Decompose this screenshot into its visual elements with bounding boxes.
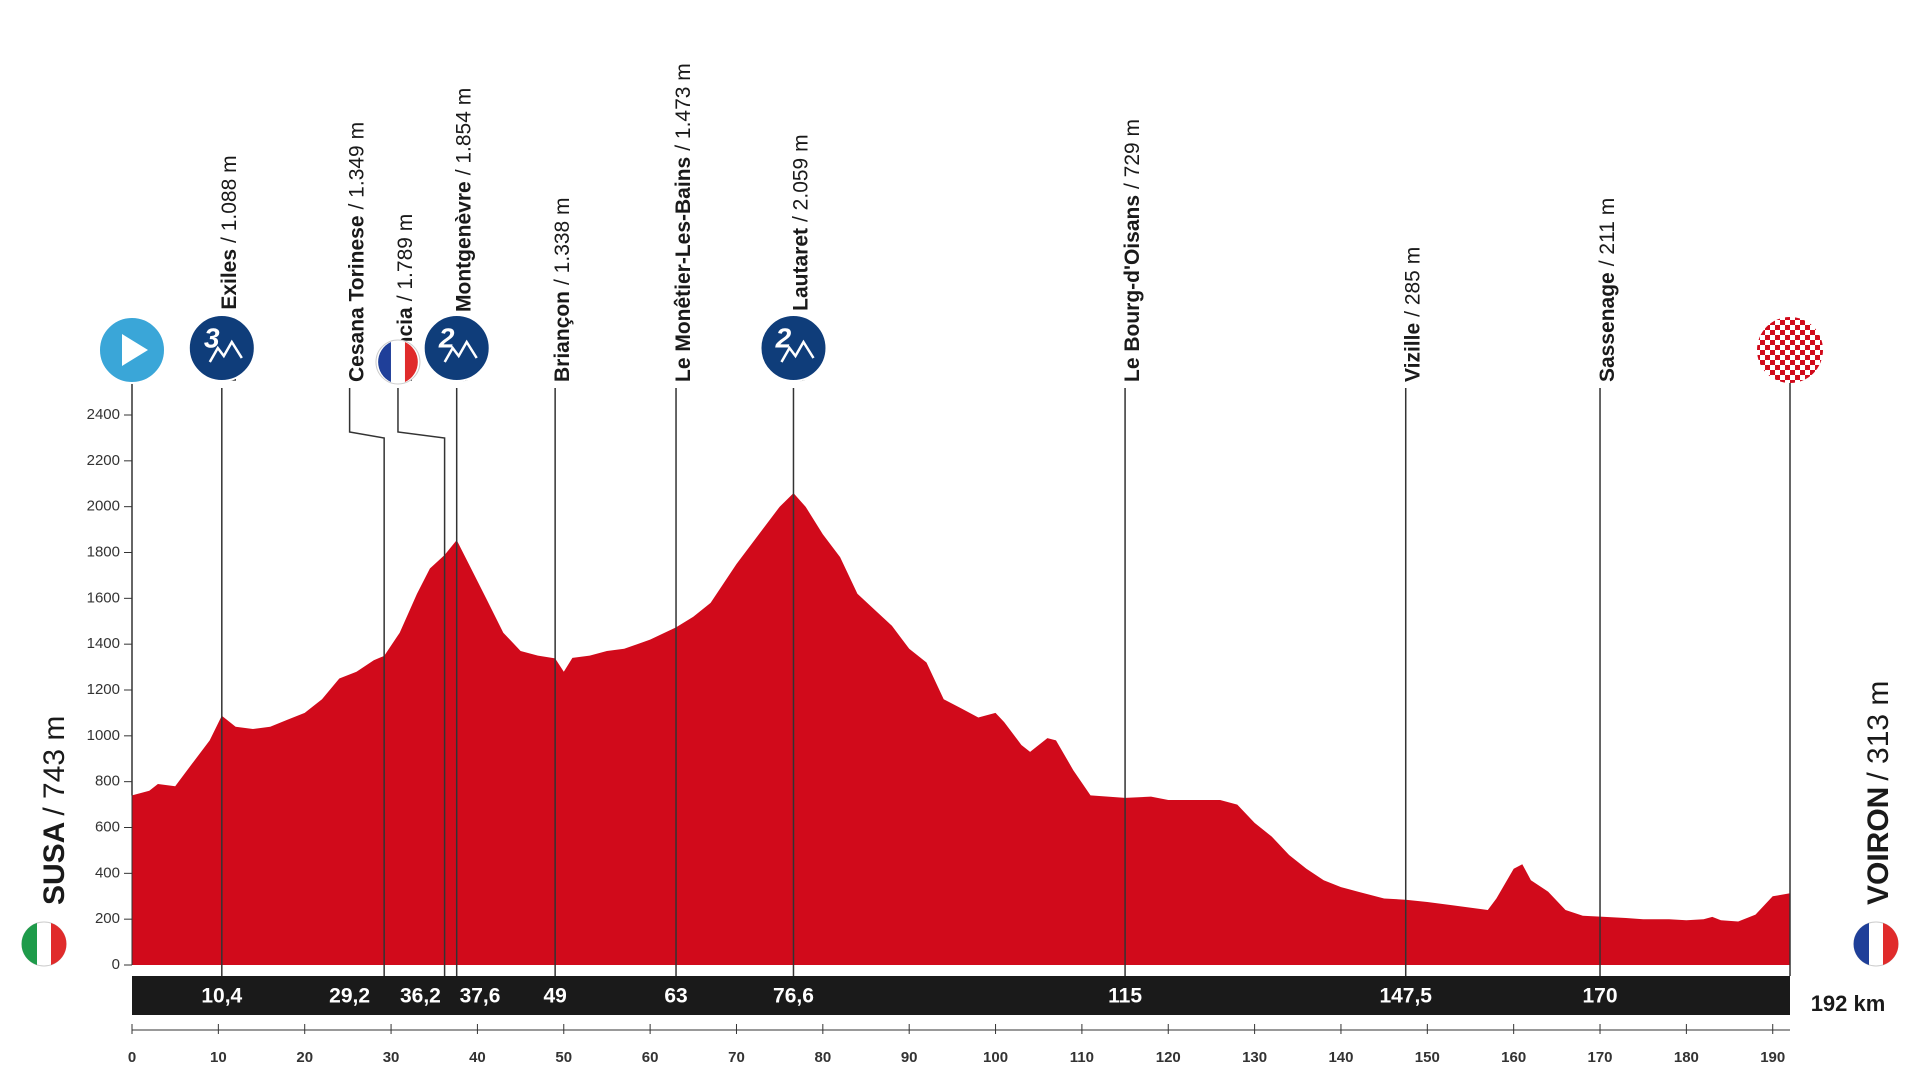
waypoint-label: Vizille / 285 m <box>1401 247 1424 382</box>
waypoint-km: 49 <box>543 985 566 1008</box>
x-tick-label: 90 <box>901 1049 918 1066</box>
france-flag-left <box>1853 923 1869 965</box>
border-flag-blue <box>378 342 391 382</box>
x-tick-label: 140 <box>1328 1049 1353 1066</box>
name: SUSA <box>38 822 71 905</box>
y-tick-label: 600 <box>95 818 120 835</box>
x-tick-label: 110 <box>1070 1049 1094 1066</box>
x-tick-label: 150 <box>1415 1049 1440 1066</box>
x-tick-label: 160 <box>1501 1049 1526 1066</box>
x-tick-label: 0 <box>128 1049 136 1066</box>
y-tick-label: 2200 <box>87 452 120 469</box>
elevation: / 743 m <box>38 716 71 816</box>
y-tick-label: 2400 <box>87 406 120 423</box>
y-tick-label: 1600 <box>87 589 120 606</box>
waypoint-line <box>397 388 446 976</box>
y-tick-label: 1400 <box>87 635 120 652</box>
waypoint-label: Cesana Torinese / 1.349 m <box>345 122 368 382</box>
elevation-profile <box>132 493 1790 965</box>
mountain-glyph <box>780 339 815 363</box>
y-tick-label: 1000 <box>87 727 120 744</box>
y-tick-label: 800 <box>95 773 120 790</box>
x-tick-label: 130 <box>1242 1049 1267 1066</box>
waypoint-km: 170 <box>1582 985 1617 1008</box>
x-tick-label: 20 <box>296 1049 313 1066</box>
waypoint-km: 63 <box>664 985 687 1008</box>
italy-flag-right <box>51 923 67 965</box>
waypoint-label: Le Monêtier-Les-Bains / 1.473 m <box>672 63 695 382</box>
name: Cesana Torinese <box>345 215 368 382</box>
y-tick-label: 2000 <box>87 498 120 515</box>
elevation: / 1.349 m <box>345 122 368 210</box>
y-tick-label: 1800 <box>87 543 120 560</box>
x-tick-label: 10 <box>210 1049 227 1066</box>
x-tick-label: 50 <box>555 1049 572 1066</box>
elevation: / 1.088 m <box>217 155 240 243</box>
climb-icon <box>422 314 491 382</box>
border-flag-red <box>404 342 418 382</box>
elevation: / 211 m <box>1596 198 1619 266</box>
y-tick-label: 1200 <box>87 681 120 698</box>
x-tick-label: 190 <box>1760 1049 1785 1066</box>
x-tick-label: 100 <box>983 1049 1008 1066</box>
elevation: / 2.059 m <box>789 134 812 222</box>
waypoint-km: 76,6 <box>773 985 814 1008</box>
waypoint-km: 115 <box>1108 985 1142 1008</box>
elevation: / 313 m <box>1862 681 1895 781</box>
climb-category: 2 <box>775 322 792 353</box>
france-flag-right <box>1883 923 1899 965</box>
total-distance: 192 km <box>1811 991 1886 1016</box>
x-tick-label: 30 <box>383 1049 400 1066</box>
y-tick-label: 0 <box>112 956 120 973</box>
waypoint-km: 147,5 <box>1379 985 1432 1008</box>
x-tick-label: 170 <box>1588 1049 1613 1066</box>
name: Sassenage <box>1596 272 1619 382</box>
x-tick-label: 180 <box>1674 1049 1699 1066</box>
waypoint-label: Sassenage / 211 m <box>1596 198 1619 382</box>
elevation: / 1.789 m <box>394 214 417 302</box>
finish-icon <box>1757 317 1823 383</box>
y-tick-label: 200 <box>95 910 120 927</box>
elevation: / 1.473 m <box>672 63 695 151</box>
elevation: / 1.338 m <box>551 197 574 285</box>
waypoint-label: Le Bourg-d'Oisans / 729 m <box>1121 119 1144 382</box>
climb-icon <box>187 314 256 382</box>
finish-label: VOIRON / 313 m <box>1862 681 1895 905</box>
x-tick-label: 80 <box>814 1049 831 1066</box>
italy-flag-left <box>21 923 37 965</box>
climb-icon <box>759 314 828 382</box>
start-arrow <box>122 334 148 366</box>
climb-category: 3 <box>204 322 220 353</box>
name: Le Monêtier-Les-Bains <box>672 157 695 382</box>
mountain-glyph <box>208 339 243 363</box>
x-tick-label: 120 <box>1156 1049 1181 1066</box>
elevation: / 1.854 m <box>452 88 475 176</box>
waypoint-km: 29,2 <box>329 985 370 1008</box>
waypoint-km: 10,4 <box>201 985 242 1008</box>
name: Le Bourg-d'Oisans <box>1121 195 1144 382</box>
name: Vizille <box>1401 323 1424 382</box>
x-tick-label: 40 <box>469 1049 486 1066</box>
name: Briançon <box>551 291 574 382</box>
elevation: / 729 m <box>1121 119 1144 189</box>
start-label: SUSA / 743 m <box>38 716 71 905</box>
climb-category: 2 <box>438 322 455 353</box>
waypoint-km: 36,2 <box>400 985 441 1008</box>
elevation: / 285 m <box>1401 247 1424 317</box>
name: VOIRON <box>1862 787 1895 905</box>
waypoint-label: Briançon / 1.338 m <box>551 197 574 382</box>
x-tick-label: 70 <box>728 1049 745 1066</box>
x-tick-label: 60 <box>642 1049 659 1066</box>
y-tick-label: 400 <box>95 864 120 881</box>
distance-bar <box>132 976 1790 1015</box>
waypoint-line <box>348 388 385 976</box>
waypoint-km: 37,6 <box>460 985 501 1008</box>
mountain-glyph <box>443 339 478 363</box>
